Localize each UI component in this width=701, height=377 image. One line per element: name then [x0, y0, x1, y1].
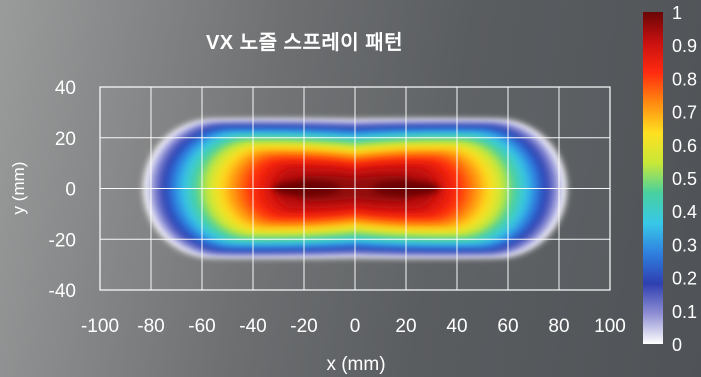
- chart-title: VX 노즐 스프레이 패턴: [205, 32, 404, 54]
- x-tick-label: -100: [81, 316, 119, 337]
- x-tick-label: 40: [446, 316, 467, 337]
- axes: -100 -80 -60 -40 -20 0 20 40 60 80 100 40 20 0 -20 -40: [49, 78, 626, 337]
- x-tick-label: -40: [239, 316, 266, 337]
- y-tick-label: 0: [65, 180, 76, 201]
- colorbar-tick-label: 0.3: [672, 235, 697, 255]
- x-axis-label: x (mm): [326, 354, 385, 375]
- colorbar-tick-label: 0: [672, 335, 682, 355]
- x-tick-label: 80: [548, 316, 569, 337]
- y-tick-label: -20: [49, 230, 76, 251]
- colorbar-tick-label: 0.8: [672, 69, 697, 89]
- colorbar-tick-label: 0.9: [672, 36, 697, 56]
- x-tick-label: -60: [188, 316, 215, 337]
- colorbar-tick-label: 0.7: [672, 103, 697, 123]
- heatmap-layer: [143, 119, 567, 258]
- colorbar-tick-label: 0.5: [672, 169, 697, 189]
- y-tick-label: 20: [55, 129, 76, 150]
- x-tick-label: -80: [137, 316, 164, 337]
- colorbar-gradient: [643, 12, 663, 344]
- grid-lines: [99, 86, 611, 291]
- x-tick-label: 20: [395, 316, 416, 337]
- x-tick-label: -20: [290, 316, 317, 337]
- x-tick-label: 60: [497, 316, 518, 337]
- y-axis-label: y (mm): [9, 162, 28, 215]
- plot-frame: [99, 86, 611, 291]
- y-tick-label: -40: [49, 281, 76, 302]
- colorbar-tick-label: 0.4: [672, 202, 697, 222]
- colorbar-tick-label: 0.2: [672, 269, 697, 289]
- colorbar: 1 0.9 0.8 0.7 0.6 0.5 0.4 0.3 0.2 0.1 0: [643, 3, 697, 355]
- x-tick-label: 100: [594, 316, 626, 337]
- y-tick-label: 40: [55, 78, 76, 99]
- colorbar-tick-label: 0.6: [672, 136, 697, 156]
- x-tick-label: 0: [350, 316, 361, 337]
- colorbar-tick-label: 0.1: [672, 302, 697, 322]
- colorbar-tick-label: 1: [672, 3, 682, 23]
